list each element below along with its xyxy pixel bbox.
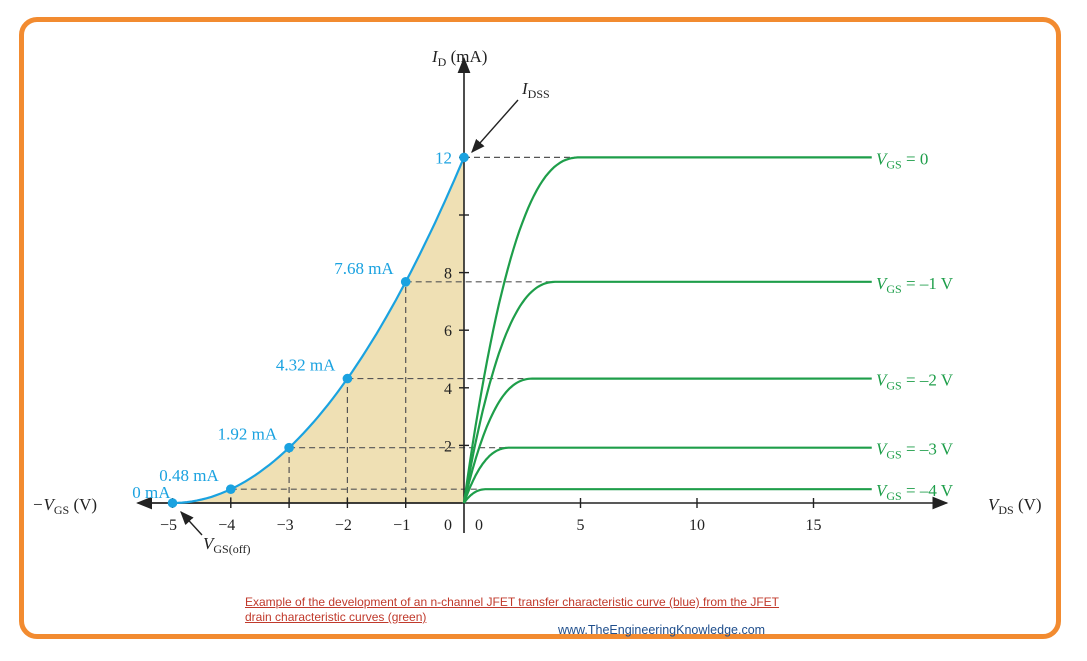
- transfer-point-label: 7.68 mA: [334, 259, 394, 278]
- drain-curve-label: VGS = –1 V: [876, 274, 954, 296]
- drain-curve-label: VGS = –4 V: [876, 481, 954, 503]
- transfer-point-label: 0.48 mA: [159, 466, 219, 485]
- transfer-point-label: 1.92 mA: [218, 425, 278, 444]
- transfer-curve: [172, 156, 466, 505]
- drain-curve: [463, 488, 872, 504]
- id-tick-label: 2: [444, 438, 452, 455]
- vgs-tick-label: −5: [160, 517, 177, 534]
- vgs-tick-label: −3: [277, 517, 294, 534]
- vgs-tick-label: −4: [218, 517, 235, 534]
- caption-line-1: Example of the development of an n-chann…: [245, 595, 780, 609]
- drain-curve-label: VGS = –3 V: [876, 440, 954, 462]
- id-tick-label: 4: [444, 381, 452, 398]
- id-tick-label: 12: [435, 148, 452, 167]
- id-axis-title: ID (mA): [431, 47, 487, 69]
- id-tick-label: 8: [444, 266, 452, 283]
- drain-curve: [462, 446, 872, 504]
- transfer-point-label: 0 mA: [132, 483, 171, 502]
- idss-label: IDSS: [521, 79, 550, 101]
- vgsoff-label: VGS(off): [203, 534, 251, 556]
- website-link[interactable]: www.TheEngineeringKnowledge.com: [558, 623, 766, 637]
- caption-line-2: drain characteristic curves (green): [245, 610, 427, 624]
- figure-frame: [19, 17, 1061, 639]
- vds-tick-label: 10: [689, 517, 705, 534]
- transfer-point: [226, 484, 236, 494]
- vgs-tick-label: −1: [393, 517, 410, 534]
- drain-curve: [462, 377, 872, 504]
- vds-tick-label: 0: [475, 517, 483, 534]
- transfer-point: [459, 152, 469, 163]
- vgs-tick-label: −2: [335, 517, 352, 534]
- transfer-point: [400, 277, 411, 287]
- drain-curve: [462, 156, 872, 504]
- transfer-point: [167, 498, 178, 508]
- transfer-area-fill: [172, 157, 464, 503]
- figure-caption[interactable]: Example of the development of an n-chann…: [245, 595, 845, 625]
- vgs-tick-label: 0: [444, 517, 452, 534]
- vds-tick-label: 15: [806, 517, 822, 534]
- vds-tick-label: 5: [577, 517, 585, 534]
- vgsoff-pointer-arrow: [180, 510, 203, 536]
- transfer-point-label: 4.32 mA: [276, 356, 336, 375]
- vgs-axis-title: −VGS (V): [32, 495, 97, 517]
- drain-curve-label: VGS = –2 V: [876, 371, 954, 393]
- id-tick-label: 6: [444, 323, 452, 340]
- idss-pointer-arrow: [471, 99, 519, 154]
- drain-curve: [462, 280, 872, 504]
- vds-axis-title: VDS (V): [988, 495, 1042, 517]
- transfer-point: [342, 373, 353, 384]
- transfer-point: [284, 442, 294, 453]
- drain-curve-label: VGS = 0: [876, 149, 928, 171]
